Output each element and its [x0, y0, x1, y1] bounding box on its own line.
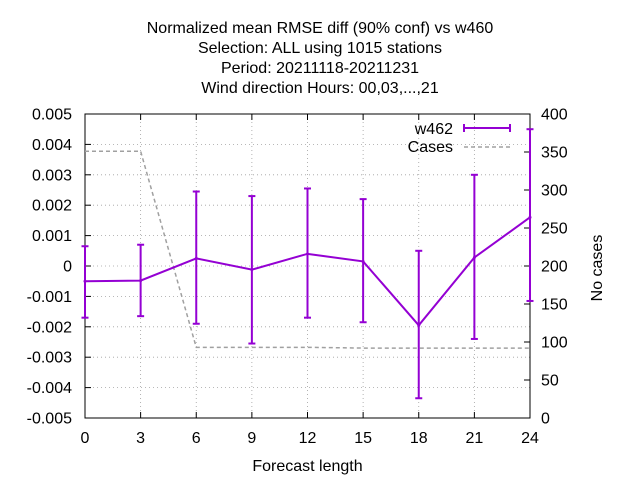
y-tick-label: 0.003: [32, 167, 72, 184]
x-tick-label: 0: [81, 430, 90, 447]
y-tick-label: -0.005: [27, 411, 72, 428]
x-tick-label: 12: [299, 430, 317, 447]
title-line-2: Selection: ALL using 1015 stations: [198, 40, 442, 57]
y-tick-label: 0.002: [32, 198, 72, 215]
x-tick-label: 9: [247, 430, 256, 447]
data-point: [306, 252, 309, 256]
title-line-4: Wind direction Hours: 00,03,...,21: [201, 80, 439, 97]
data-point: [361, 259, 365, 263]
x-tick-label: 15: [354, 430, 372, 447]
y2-tick-label: 200: [541, 259, 568, 276]
y-tick-label: 0.005: [32, 107, 72, 124]
y-tick-label: 0.001: [32, 228, 72, 245]
y-tick-label: 0.004: [32, 137, 72, 154]
data-point: [417, 323, 421, 327]
data-point: [83, 279, 87, 283]
y-tick-label: 0: [63, 259, 72, 276]
y-tick-label: -0.003: [27, 350, 72, 367]
y2-tick-label: 300: [541, 183, 568, 200]
x-axis-label: Forecast length: [252, 458, 362, 475]
data-point: [250, 268, 254, 272]
tick-labels: 0 3 6 9 12 15 18 21 24 -0.005 -0.004 -0.003 -0.002 -0…: [27, 107, 568, 448]
x-tick-label: 21: [465, 430, 483, 447]
y2-tick-label: 400: [541, 107, 568, 124]
legend-label-cases: Cases: [408, 139, 453, 156]
data-point: [139, 279, 143, 283]
x-tick-label: 6: [192, 430, 201, 447]
series-line-cases: [85, 150, 530, 349]
y2-tick-label: 150: [541, 297, 568, 314]
series-w462: [81, 128, 534, 400]
title-line-1: Normalized mean RMSE diff (90% conf) vs …: [147, 20, 494, 37]
y2-axis-label: No cases: [589, 235, 606, 302]
title-line-3: Period: 20211118-20211231: [221, 60, 419, 77]
y2-tick-label: 250: [541, 221, 568, 238]
y2-tick-label: 50: [541, 373, 559, 390]
y2-tick-label: 350: [541, 145, 568, 162]
data-point: [194, 256, 198, 260]
data-point: [528, 215, 532, 219]
chart-title: Normalized mean RMSE diff (90% conf) vs …: [147, 20, 494, 97]
legend-label-w462: w462: [414, 121, 453, 138]
y-tick-label: -0.002: [27, 319, 72, 336]
y-tick-label: -0.004: [27, 380, 72, 397]
y2-tick-label: 0: [541, 411, 550, 428]
series-cases: [85, 150, 530, 349]
y2-tick-label: 100: [541, 335, 568, 352]
y-tick-label: -0.001: [27, 289, 72, 306]
x-tick-label: 3: [136, 430, 145, 447]
data-point: [472, 255, 476, 259]
x-tick-label: 24: [521, 430, 539, 447]
x-tick-label: 18: [410, 430, 428, 447]
